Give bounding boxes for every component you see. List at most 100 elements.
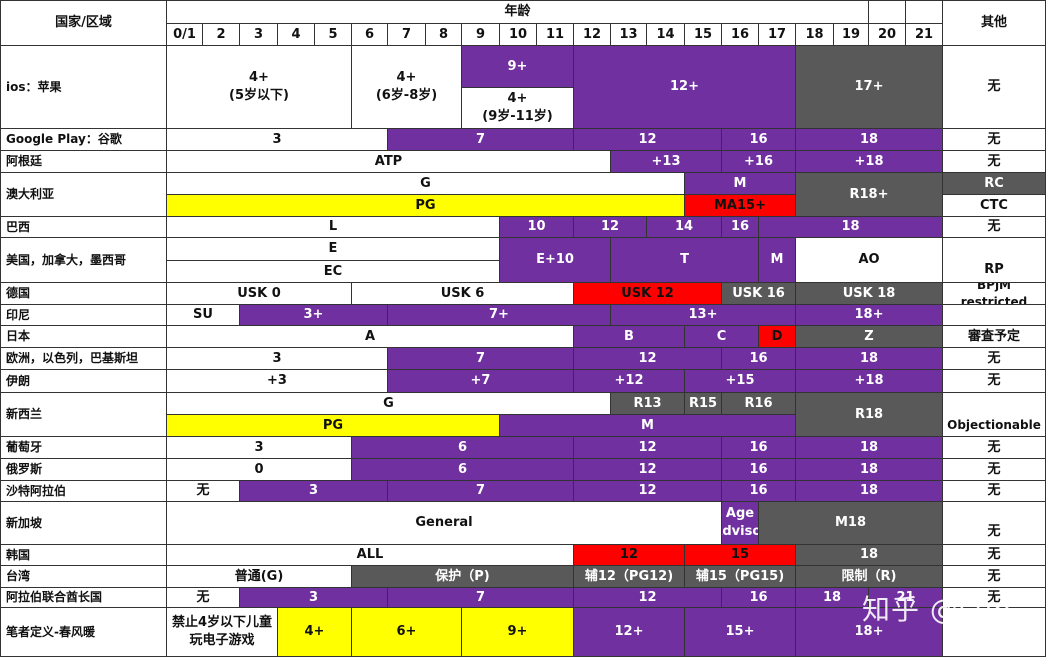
region-label: 澳大利亚 (0, 173, 167, 217)
region-label: ios：苹果 (0, 46, 167, 129)
rating-band: E (167, 238, 500, 261)
rating-band: R18 (796, 393, 943, 437)
age-column-header: 3 (240, 24, 278, 46)
region-label: 葡萄牙 (0, 437, 167, 459)
region-label: Google Play：谷歌 (0, 129, 167, 151)
other-rating: RC (943, 173, 1046, 195)
other-rating: 无 (943, 437, 1046, 459)
other-rating (943, 608, 1046, 657)
region-label: 欧洲，以色列，巴基斯坦 (0, 348, 167, 370)
age-column-header: 10 (500, 24, 537, 46)
rating-band: 限制（R) (796, 566, 943, 588)
age-column-header: 4 (278, 24, 315, 46)
rating-band: 17+ (796, 46, 943, 129)
other-rating: 无 (943, 348, 1046, 370)
header-other: 其他 (943, 0, 1046, 46)
rating-band: 禁止4岁以下儿童 玩电子游戏 (167, 608, 278, 657)
rating-band: G (167, 393, 611, 415)
rating-band: 12 (574, 481, 722, 502)
rating-band: SU (167, 305, 240, 326)
other-rating: 无 (943, 129, 1046, 151)
rating-band: EC (167, 261, 500, 283)
other-rating: Objectionable (943, 393, 1046, 437)
rating-band: 13+ (611, 305, 796, 326)
rating-band: PG (167, 195, 685, 217)
region-label: 俄罗斯 (0, 459, 167, 481)
rating-band: B (574, 326, 685, 348)
rating-band: 3 (240, 588, 388, 608)
rating-band: 无 (167, 481, 240, 502)
rating-band: 普通(G) (167, 566, 352, 588)
rating-band: 12+ (574, 608, 685, 657)
rating-band: 18 (759, 217, 943, 238)
region-label: 沙特阿拉伯 (0, 481, 167, 502)
rating-band: 18 (796, 437, 943, 459)
rating-band: R16 (722, 393, 796, 415)
header-region: 国家/区域 (0, 0, 167, 46)
age-column-header: 17 (759, 24, 796, 46)
rating-band: G (167, 173, 685, 195)
rating-band: A (167, 326, 574, 348)
rating-band: +15 (685, 370, 796, 393)
region-label: 韩国 (0, 545, 167, 566)
age-column-header: 5 (315, 24, 352, 46)
rating-band: C (685, 326, 759, 348)
rating-band: +13 (611, 151, 722, 173)
age-column-header: 21 (906, 24, 943, 46)
rating-band: USK 18 (796, 283, 943, 305)
other-rating: 審査予定 (943, 326, 1046, 348)
rating-band: USK 12 (574, 283, 722, 305)
header-age: 年龄 (167, 0, 869, 24)
rating-band: +3 (167, 370, 388, 393)
rating-band: 16 (722, 588, 796, 608)
rating-band: M (500, 415, 796, 437)
rating-band: 12+ (574, 46, 796, 129)
age-column-header: 18 (796, 24, 834, 46)
rating-band: 16 (722, 129, 796, 151)
region-label: 新西兰 (0, 393, 167, 437)
rating-band: 12 (574, 459, 722, 481)
rating-band: 无 (167, 588, 240, 608)
rating-band: T (611, 238, 759, 283)
rating-band: 4+ (278, 608, 352, 657)
rating-band: 3 (240, 481, 388, 502)
age-column-header: 11 (537, 24, 574, 46)
region-label: 阿拉伯联合酋长国 (0, 588, 167, 608)
rating-band: 0 (167, 459, 352, 481)
age-column-header: 9 (462, 24, 500, 46)
rating-band: +16 (722, 151, 796, 173)
other-rating: 无 (943, 151, 1046, 173)
region-label: 巴西 (0, 217, 167, 238)
age-column-header: 15 (685, 24, 722, 46)
rating-band: 18 (796, 459, 943, 481)
rating-band: 16 (722, 217, 759, 238)
rating-band: M (685, 173, 796, 195)
rating-band: 15 (685, 545, 796, 566)
other-rating: 无 (943, 370, 1046, 393)
rating-band: 3 (167, 437, 352, 459)
rating-band: 9+ (462, 46, 574, 88)
region-label: 新加坡 (0, 502, 167, 545)
age-column-header: 0/1 (167, 24, 203, 46)
rating-band: General (167, 502, 722, 545)
rating-band: 15+ (685, 608, 796, 657)
rating-band: 7 (388, 348, 574, 370)
rating-band: ATP (167, 151, 611, 173)
rating-band: 16 (722, 348, 796, 370)
rating-band: R18+ (796, 173, 943, 217)
other-rating: 无 (943, 217, 1046, 238)
rating-band: 12 (574, 129, 722, 151)
region-label: 美国，加拿大，墨西哥 (0, 238, 167, 283)
rating-band: Z (796, 326, 943, 348)
rating-band: 6 (352, 437, 574, 459)
rating-band: R15 (685, 393, 722, 415)
rating-band: 7+ (388, 305, 611, 326)
rating-band: D (759, 326, 796, 348)
age-column-header: 12 (574, 24, 611, 46)
rating-band: Age Advisor (722, 502, 759, 545)
age-column-header: 8 (426, 24, 462, 46)
rating-band: 辅15（PG15) (685, 566, 796, 588)
region-label: 日本 (0, 326, 167, 348)
rating-band: 7 (388, 129, 574, 151)
